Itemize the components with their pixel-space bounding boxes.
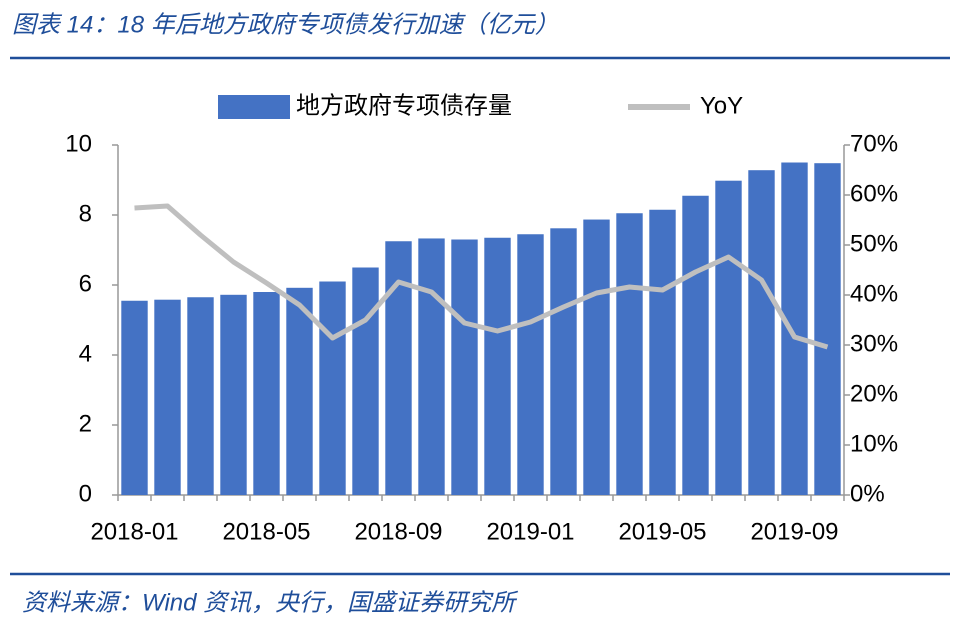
y-tick-label: 4	[79, 340, 92, 367]
bar	[616, 213, 643, 495]
bar	[484, 237, 511, 495]
bar	[715, 180, 742, 495]
y2-tick-label: 30%	[850, 330, 898, 357]
line-series	[134, 203, 829, 350]
x-tick-label: 2018-05	[222, 518, 310, 545]
y2-tick-label: 50%	[850, 230, 898, 257]
bar	[781, 162, 808, 495]
y-tick-label: 6	[79, 270, 92, 297]
bar	[286, 287, 313, 495]
bar	[649, 209, 676, 495]
bar	[385, 241, 412, 495]
bar	[451, 239, 478, 495]
y2-tick-label: 20%	[850, 380, 898, 407]
y-tick-label: 10	[65, 130, 92, 157]
x-tick-label: 2018-01	[90, 518, 178, 545]
y2-tick-label: 40%	[850, 280, 898, 307]
chart-title: 图表 14：18 年后地方政府专项债发行加速（亿元）	[12, 11, 559, 38]
bar	[418, 238, 445, 495]
bar	[352, 267, 379, 495]
bar	[583, 219, 610, 496]
bar	[814, 163, 841, 495]
y-tick-label: 0	[79, 480, 92, 507]
bar	[154, 299, 181, 495]
bar	[682, 195, 709, 495]
y2-tick-label: 0%	[850, 480, 885, 507]
legend-swatch	[218, 95, 290, 119]
y-tick-label: 2	[79, 410, 92, 437]
bar	[550, 228, 577, 496]
bar	[319, 281, 346, 495]
source-note: 资料来源：Wind 资讯，央行，国盛证券研究所	[22, 589, 519, 616]
legend-label: 地方政府专项债存量	[296, 92, 512, 119]
y-tick-label: 8	[79, 200, 92, 227]
bar	[517, 234, 544, 495]
x-tick-label: 2018-09	[354, 518, 442, 545]
y2-tick-label: 60%	[850, 180, 898, 207]
x-tick-label: 2019-09	[750, 518, 838, 545]
bar	[748, 170, 775, 495]
y2-tick-label: 70%	[850, 130, 898, 157]
bar	[220, 294, 247, 495]
x-tick-label: 2019-01	[486, 518, 574, 545]
legend-label: YoY	[700, 92, 743, 119]
bar	[121, 300, 148, 495]
bar	[187, 297, 214, 495]
y2-tick-label: 10%	[850, 430, 898, 457]
bar	[253, 292, 280, 495]
x-tick-label: 2019-05	[618, 518, 706, 545]
